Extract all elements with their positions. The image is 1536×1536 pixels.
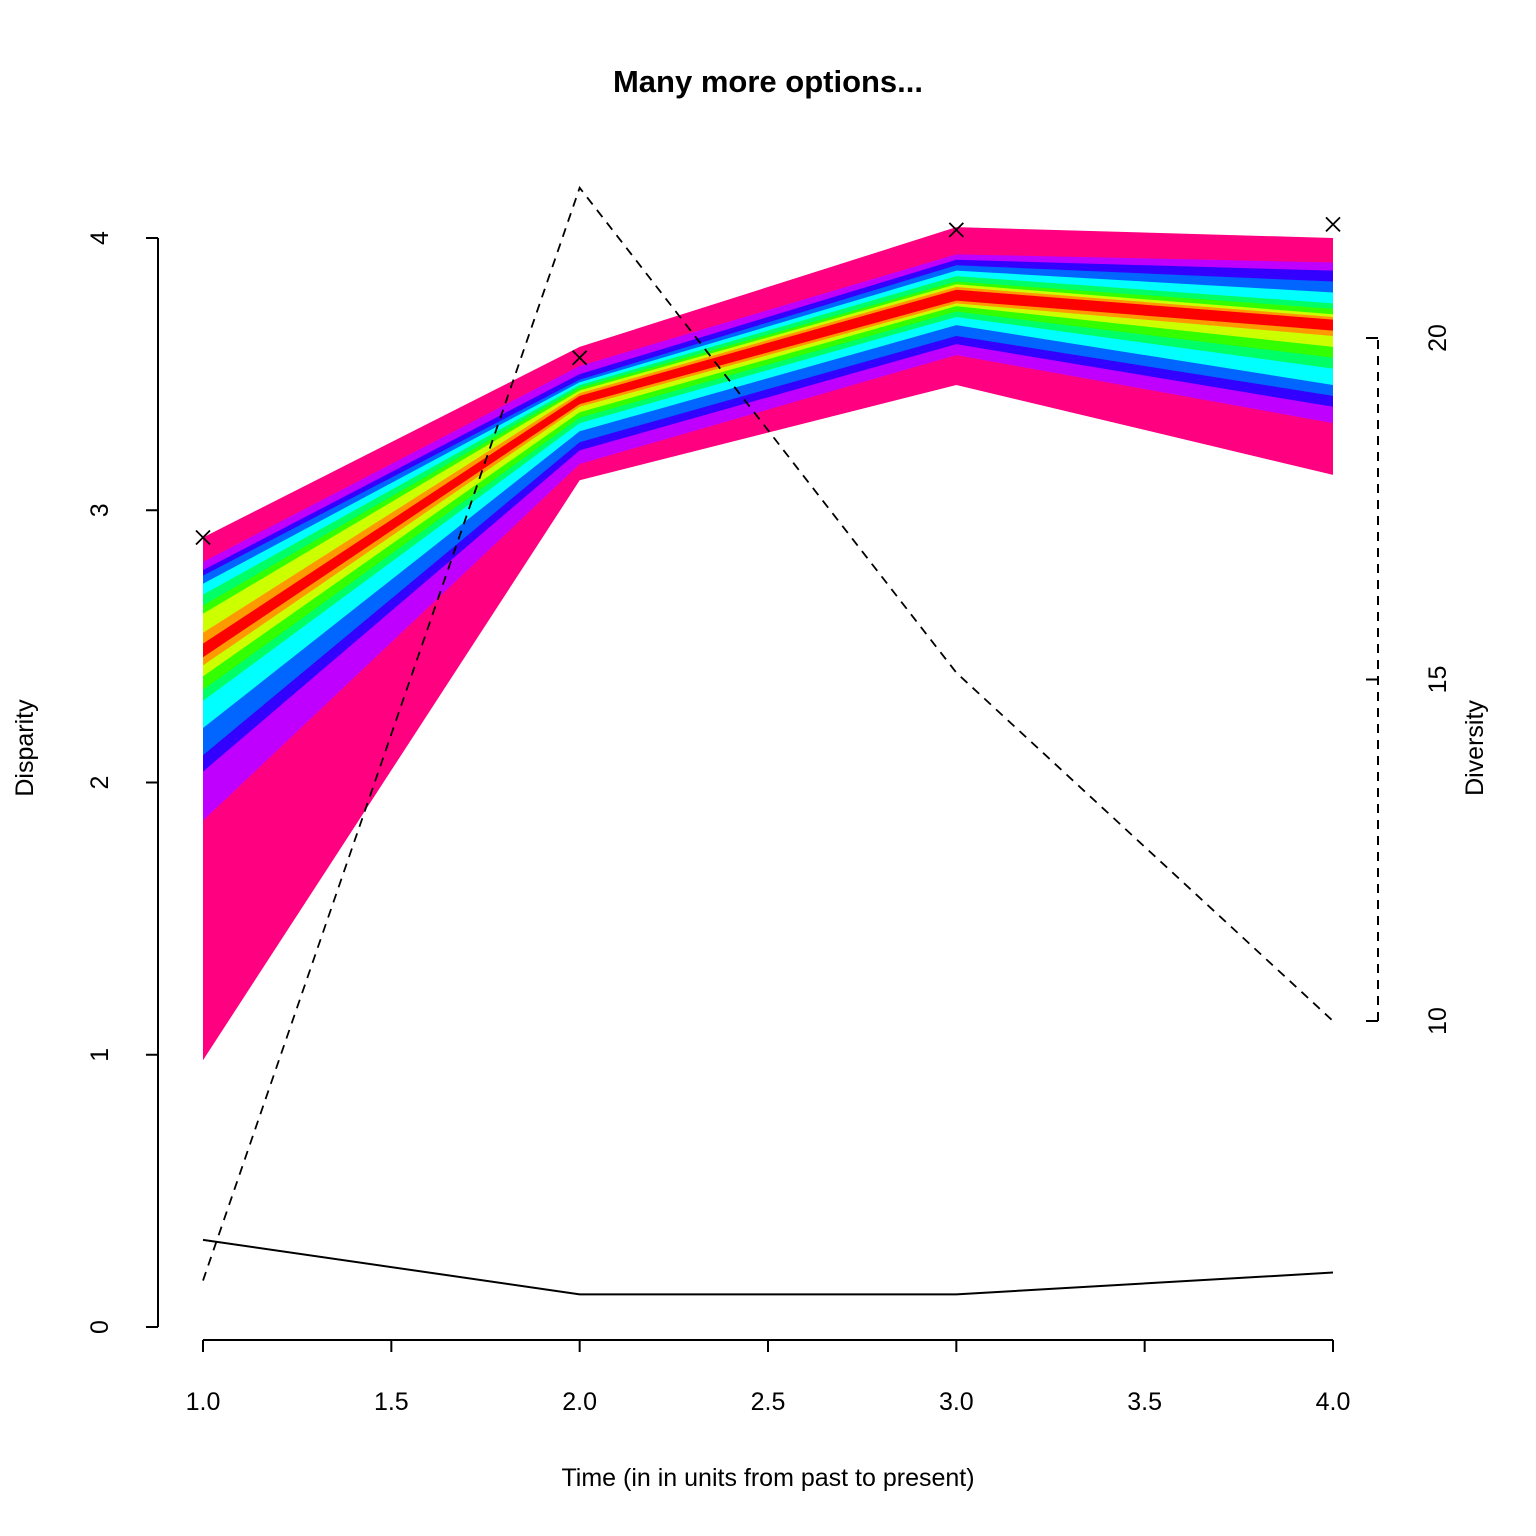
x-axis-label: Time (in in units from past to present)	[561, 1464, 974, 1492]
y2-tick-label: 15	[1424, 666, 1452, 694]
y-tick-label: 4	[86, 231, 114, 245]
y-tick-label: 0	[86, 1320, 114, 1334]
x-tick-label: 3.0	[939, 1388, 974, 1416]
observed-point-stroke	[572, 350, 588, 366]
diversity-line	[202, 185, 1334, 1281]
x-tick-label: 2.5	[751, 1388, 786, 1416]
observed-points	[195, 216, 1341, 546]
axes: 1.0 1.5 2.0 2.5 3.0 3.5 4.0 0 1 2 3 4 10 15 20	[86, 231, 1452, 1416]
x-tick-label: 2.0	[562, 1388, 597, 1416]
observed-point	[1325, 216, 1341, 233]
y-tick-label: 2	[86, 776, 114, 790]
chart-title: Many more options...	[613, 64, 923, 99]
y-axis-label: Disparity	[11, 699, 39, 797]
confidence-bands	[203, 227, 1333, 1061]
y2-axis-label: Diversity	[1461, 700, 1489, 796]
y2-tick-label: 20	[1424, 324, 1452, 352]
bottom-line	[202, 1238, 1334, 1296]
observed-point	[572, 350, 588, 366]
observed-point	[948, 222, 964, 238]
band-9	[203, 287, 1333, 666]
data-lines	[202, 185, 1334, 1296]
y2-tick-label: 10	[1424, 1007, 1452, 1035]
x-tick-label: 1.5	[374, 1388, 409, 1416]
observed-point-stroke	[195, 529, 211, 546]
x-tick-label: 3.5	[1127, 1388, 1162, 1416]
observed-point-stroke	[1325, 216, 1341, 233]
y-tick-label: 3	[86, 503, 114, 517]
x-tick-label: 1.0	[186, 1388, 221, 1416]
observed-point-stroke	[948, 222, 964, 238]
observed-point	[195, 529, 211, 546]
y-tick-label: 1	[86, 1048, 114, 1062]
x-tick-label: 4.0	[1316, 1388, 1351, 1416]
